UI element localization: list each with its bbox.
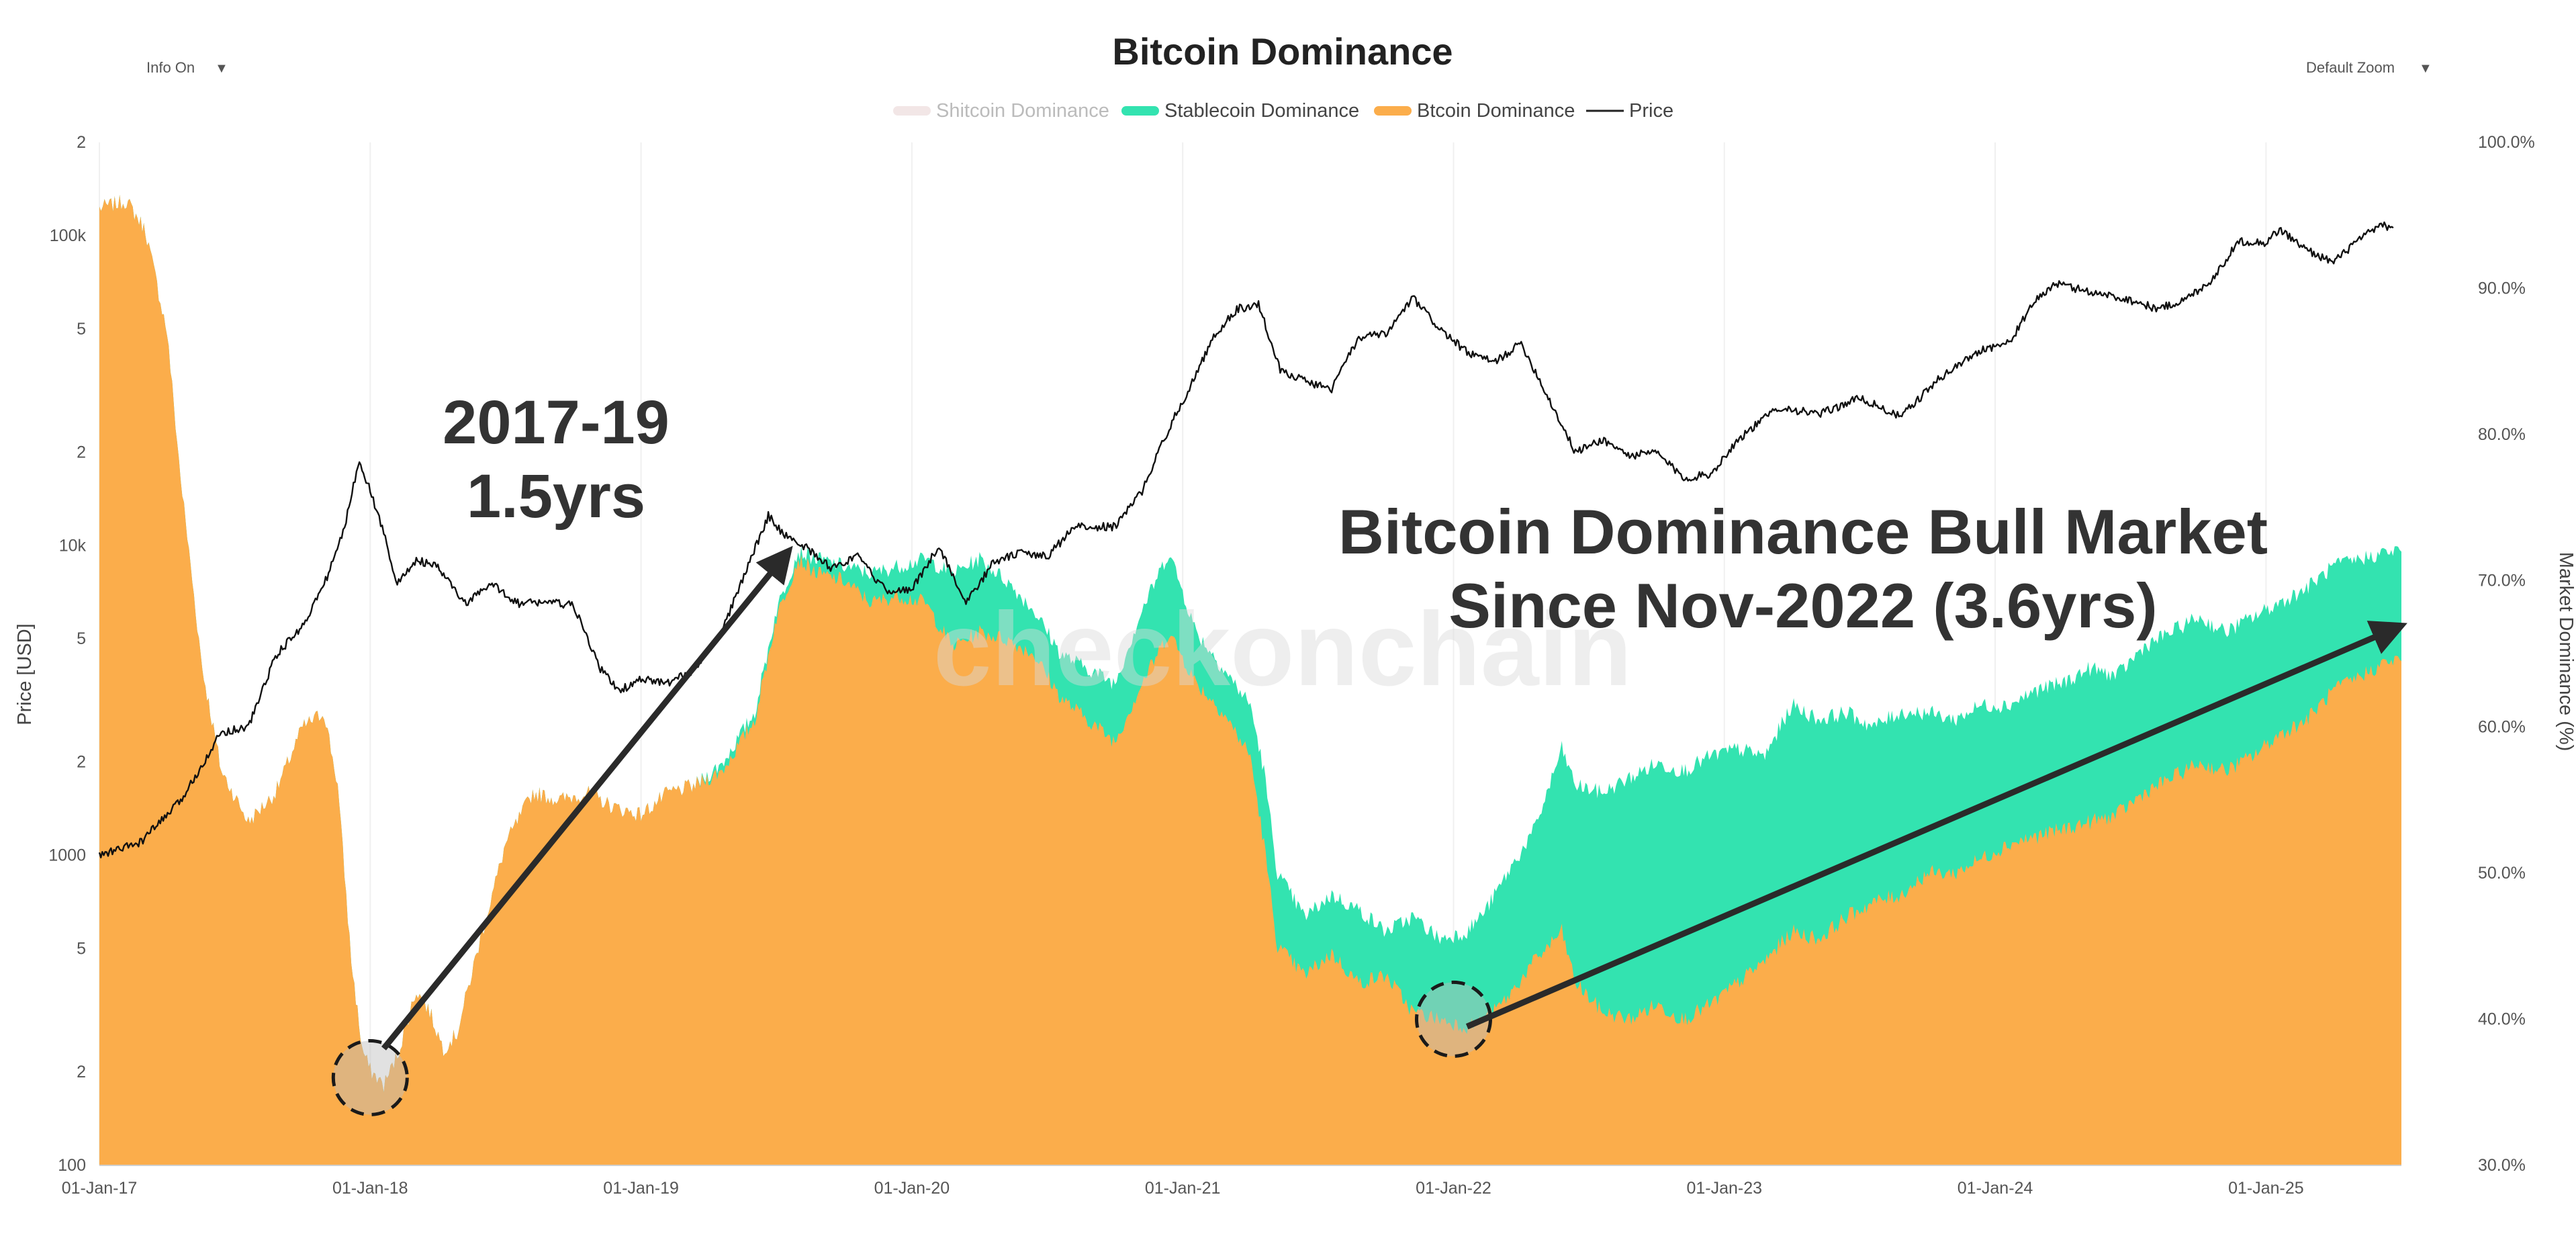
y-left-tick-label: 2 xyxy=(77,443,86,461)
chart-title: Bitcoin Dominance xyxy=(1112,30,1453,73)
area-series xyxy=(99,195,2401,1165)
x-tick-label: 01-Jan-25 xyxy=(2228,1179,2304,1198)
y-right-tick-label: 90.0% xyxy=(2478,279,2526,298)
y-right-tick-label: 100.0% xyxy=(2478,133,2535,152)
legend-label-bitcoin: Btcoin Dominance xyxy=(1417,100,1575,122)
info-toggle-label: Info On xyxy=(146,59,195,76)
chevron-down-icon: ▼ xyxy=(215,61,228,76)
legend-swatch-shitcoin xyxy=(893,106,931,116)
legend-item-stablecoin[interactable]: Stablecoin Dominance xyxy=(1121,100,1359,122)
cycle-annotation: 2017-19 1.5yrs xyxy=(443,388,670,531)
cycle-annotation-line1: 2017-19 xyxy=(443,388,670,457)
y-right-tick-label: 70.0% xyxy=(2478,572,2526,590)
bitcoin-dominance-area xyxy=(99,195,2401,1165)
y-left-tick-label: 100k xyxy=(50,226,87,245)
x-tick-label: 01-Jan-19 xyxy=(603,1179,679,1198)
legend-item-shitcoin[interactable]: Shitcoin Dominance xyxy=(893,100,1109,122)
trend-arrow xyxy=(381,545,793,1051)
watermark: checkonchain xyxy=(933,591,1632,708)
legend-swatch-bitcoin xyxy=(1374,106,1412,116)
x-tick-label: 01-Jan-20 xyxy=(874,1179,950,1198)
x-tick-label: 01-Jan-24 xyxy=(1958,1179,2033,1198)
y-axis-left-title: Price [USD] xyxy=(14,623,36,725)
price-line xyxy=(98,221,2394,858)
x-tick-label: 01-Jan-17 xyxy=(62,1179,138,1198)
y-right-tick-label: 40.0% xyxy=(2478,1010,2526,1028)
y-left-tick-label: 5 xyxy=(77,940,86,959)
y-left-tick-label: 2 xyxy=(77,1063,86,1081)
y-left-tick-label: 2 xyxy=(77,133,86,152)
legend-item-bitcoin[interactable]: Btcoin Dominance xyxy=(1374,100,1575,122)
y-left-tick-label: 5 xyxy=(77,629,86,648)
zoom-select-label: Default Zoom xyxy=(2306,59,2395,76)
annotation-marks xyxy=(331,545,2407,1116)
legend-swatch-stablecoin xyxy=(1121,106,1159,116)
legend: Shitcoin Dominance Stablecoin Dominance … xyxy=(893,100,1673,122)
legend-label-stablecoin: Stablecoin Dominance xyxy=(1164,100,1359,122)
y-right-tick-label: 60.0% xyxy=(2478,717,2526,736)
zoom-select[interactable]: Default Zoom ▼ xyxy=(2306,59,2432,76)
bull-annotation-line1: Bitcoin Dominance Bull Market xyxy=(1338,496,2268,567)
legend-label-shitcoin: Shitcoin Dominance xyxy=(936,100,1109,122)
bull-market-annotation: Bitcoin Dominance Bull Market Since Nov-… xyxy=(1338,496,2268,641)
y-left-tick-label: 100 xyxy=(58,1156,86,1175)
axes: 01-Jan-17 01-Jan-18 01-Jan-19 01-Jan-20 01-J… xyxy=(48,133,2534,1198)
y-right-tick-label: 30.0% xyxy=(2478,1156,2526,1175)
y-axis-right-title: Market Dominance (%) xyxy=(2555,552,2576,752)
y-left-tick-label: 1000 xyxy=(48,846,86,865)
x-tick-label: 01-Jan-22 xyxy=(1416,1179,1491,1198)
x-tick-label: 01-Jan-23 xyxy=(1686,1179,1762,1198)
cycle-annotation-line2: 1.5yrs xyxy=(467,462,645,531)
x-tick-label: 01-Jan-18 xyxy=(332,1179,408,1198)
info-toggle[interactable]: Info On ▼ xyxy=(146,59,228,76)
legend-label-price: Price xyxy=(1629,100,1673,122)
bull-annotation-line2: Since Nov-2022 (3.6yrs) xyxy=(1448,570,2157,641)
trend-arrow xyxy=(1465,621,2407,1030)
highlight-circle xyxy=(331,1038,409,1116)
y-right-tick-label: 80.0% xyxy=(2478,425,2526,444)
y-left-tick-label: 10k xyxy=(59,536,87,555)
price-series xyxy=(98,221,2394,858)
legend-item-price[interactable]: Price xyxy=(1586,100,1673,122)
chevron-down-icon: ▼ xyxy=(2419,61,2432,76)
y-left-tick-label: 5 xyxy=(77,320,86,339)
y-right-tick-label: 50.0% xyxy=(2478,864,2526,883)
y-left-tick-label: 2 xyxy=(77,753,86,772)
x-tick-label: 01-Jan-21 xyxy=(1145,1179,1221,1198)
